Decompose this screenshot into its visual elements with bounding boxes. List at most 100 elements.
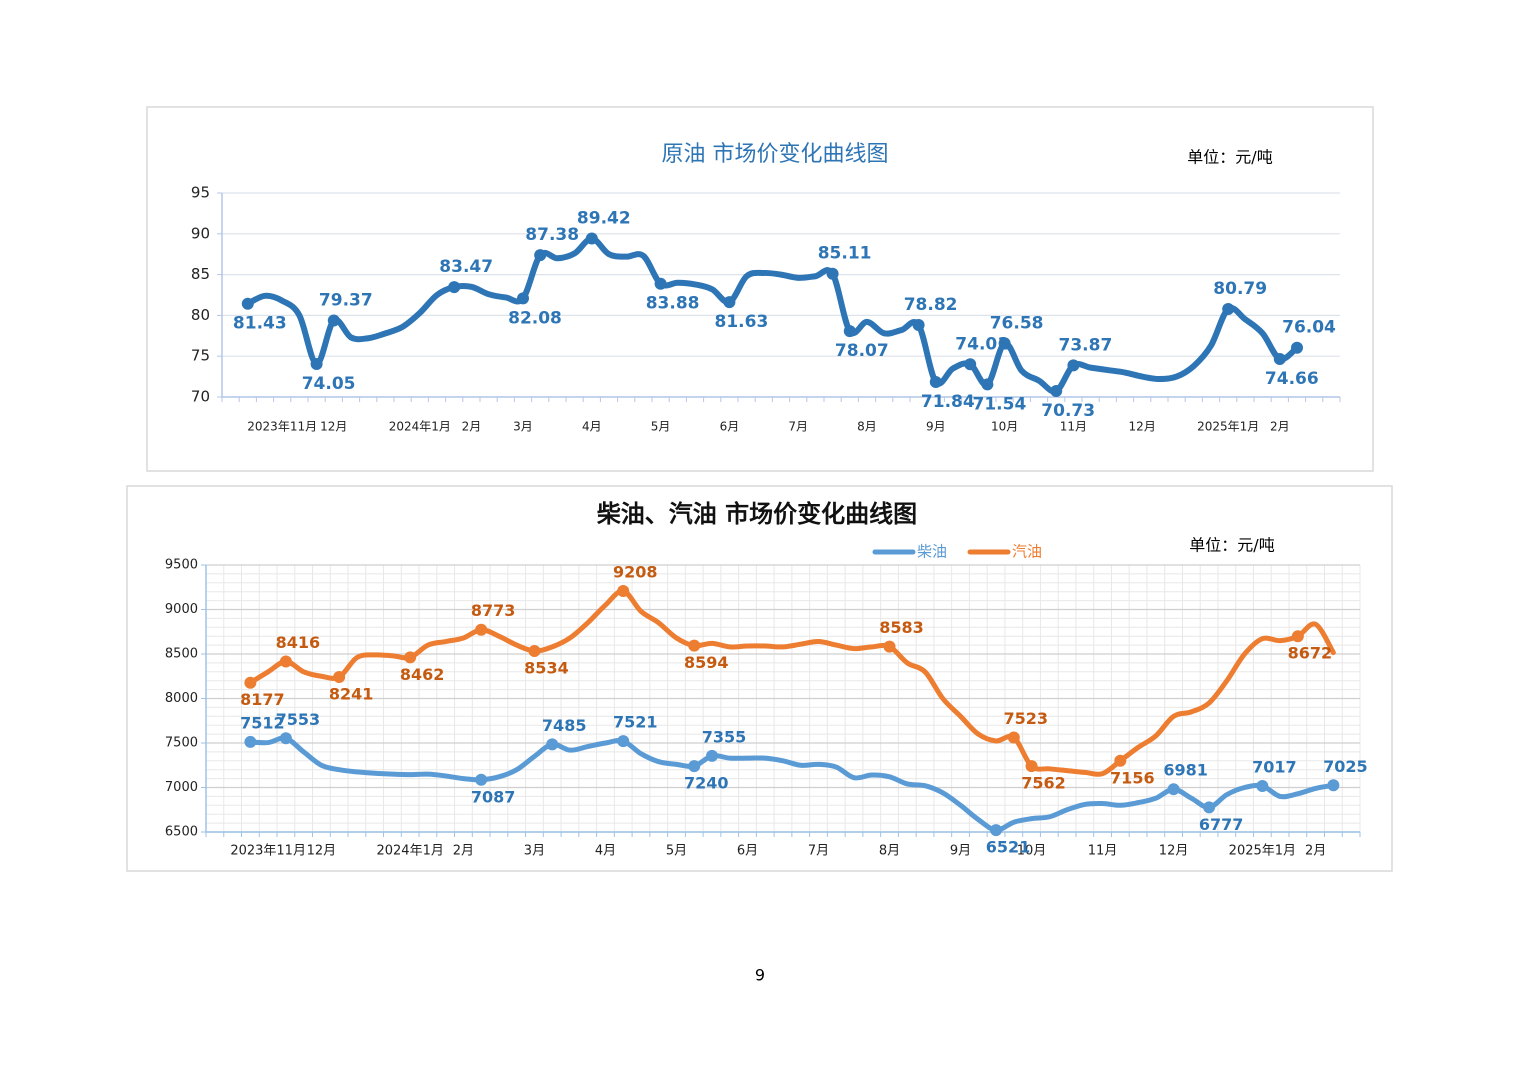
data-point bbox=[1327, 779, 1340, 792]
data-point bbox=[1222, 302, 1235, 315]
x-tick-label: 2024年1月 bbox=[376, 844, 443, 859]
data-label: 7553 bbox=[276, 710, 321, 729]
data-point bbox=[912, 319, 925, 332]
x-tick-label: 5月 bbox=[666, 844, 687, 859]
data-label: 7355 bbox=[702, 727, 747, 746]
data-point bbox=[517, 292, 529, 305]
x-tick-label: 2023年11月 bbox=[230, 844, 306, 859]
data-label: 76.58 bbox=[990, 313, 1044, 333]
data-label: 74.05 bbox=[302, 374, 356, 394]
data-label: 7156 bbox=[1110, 768, 1155, 787]
data-point bbox=[654, 277, 667, 290]
data-label: 82.08 bbox=[508, 308, 562, 328]
data-label: 7485 bbox=[542, 716, 587, 735]
data-label: 74.01 bbox=[955, 334, 1009, 354]
data-point bbox=[998, 337, 1011, 350]
data-label: 7562 bbox=[1021, 774, 1066, 793]
data-point bbox=[1256, 779, 1269, 792]
data-label: 8241 bbox=[329, 685, 374, 704]
data-point bbox=[1291, 341, 1303, 354]
legend-label: 汽油 bbox=[1012, 543, 1042, 561]
data-point bbox=[929, 375, 942, 388]
y-tick-label: 6500 bbox=[165, 825, 198, 840]
y-tick-label: 70 bbox=[191, 388, 210, 406]
data-point bbox=[279, 655, 292, 668]
data-point bbox=[1067, 359, 1080, 372]
x-tick-label: 12月 bbox=[1159, 844, 1189, 859]
data-label: 76.04 bbox=[1282, 318, 1336, 338]
y-tick-label: 85 bbox=[191, 265, 210, 283]
data-point bbox=[723, 296, 736, 309]
y-tick-label: 80 bbox=[191, 306, 210, 324]
data-label: 78.07 bbox=[835, 341, 889, 361]
data-point bbox=[448, 281, 461, 294]
data-point bbox=[990, 824, 1003, 837]
x-tick-label: 10月 bbox=[991, 420, 1018, 434]
y-tick-label: 7000 bbox=[165, 780, 198, 795]
data-line bbox=[247, 588, 1336, 777]
data-label: 79.37 bbox=[319, 291, 373, 311]
data-point bbox=[585, 232, 598, 245]
data-line bbox=[247, 735, 1336, 833]
data-label: 9208 bbox=[613, 562, 658, 581]
data-point bbox=[617, 735, 630, 748]
data-label: 89.42 bbox=[577, 209, 631, 229]
data-point bbox=[546, 738, 559, 751]
data-point bbox=[1273, 352, 1286, 365]
data-label: 6521 bbox=[986, 838, 1031, 857]
y-tick-label: 8500 bbox=[165, 647, 198, 662]
data-label: 7025 bbox=[1323, 757, 1368, 776]
data-point bbox=[310, 357, 323, 370]
data-line bbox=[244, 235, 1300, 395]
x-tick-label: 5月 bbox=[651, 420, 671, 434]
data-label: 80.79 bbox=[1213, 279, 1267, 299]
data-point bbox=[528, 644, 541, 657]
x-tick-label: 2023年11月 bbox=[247, 420, 317, 434]
data-label: 73.87 bbox=[1059, 335, 1113, 355]
x-tick-label: 4月 bbox=[582, 420, 602, 434]
x-tick-label: 2025年1月 bbox=[1229, 844, 1296, 859]
data-label: 81.43 bbox=[233, 314, 287, 334]
data-point bbox=[279, 732, 292, 745]
y-tick-label: 8000 bbox=[165, 691, 198, 706]
unit-label: 单位：元/吨 bbox=[1187, 148, 1272, 167]
data-point bbox=[688, 760, 701, 773]
data-label: 8672 bbox=[1288, 644, 1333, 663]
chart-title: 柴油、汽油 市场价变化曲线图 bbox=[596, 500, 917, 528]
y-tick-label: 7500 bbox=[165, 736, 198, 751]
x-tick-label: 12月 bbox=[320, 420, 347, 434]
data-label: 6981 bbox=[1163, 761, 1208, 780]
data-label: 8416 bbox=[276, 633, 321, 652]
data-label: 87.38 bbox=[525, 225, 579, 245]
x-tick-label: 10月 bbox=[1017, 844, 1047, 859]
data-point bbox=[327, 314, 340, 327]
x-tick-label: 8月 bbox=[857, 420, 877, 434]
data-label: 7512 bbox=[240, 713, 285, 732]
x-tick-label: 2月 bbox=[1305, 844, 1326, 859]
data-label: 7521 bbox=[613, 713, 658, 732]
data-point bbox=[1203, 801, 1216, 814]
data-point bbox=[981, 378, 994, 391]
data-label: 7087 bbox=[471, 787, 516, 806]
x-tick-label: 6月 bbox=[737, 844, 758, 859]
data-point bbox=[883, 640, 896, 653]
data-point bbox=[1007, 731, 1020, 744]
x-tick-label: 2月 bbox=[462, 420, 482, 434]
x-tick-label: 9月 bbox=[950, 844, 971, 859]
data-label: 83.88 bbox=[646, 294, 700, 314]
data-point bbox=[1167, 783, 1180, 796]
y-tick-label: 90 bbox=[191, 224, 210, 242]
y-tick-label: 75 bbox=[191, 347, 210, 365]
x-tick-label: 12月 bbox=[307, 844, 337, 859]
data-label: 7240 bbox=[684, 774, 729, 793]
page-number: 9 bbox=[755, 966, 765, 985]
data-point bbox=[244, 735, 257, 748]
legend-label: 柴油 bbox=[917, 543, 947, 561]
y-tick-label: 9500 bbox=[165, 558, 198, 573]
data-point bbox=[333, 671, 346, 684]
data-point bbox=[244, 676, 257, 689]
data-label: 6777 bbox=[1199, 815, 1244, 834]
data-label: 8534 bbox=[524, 658, 569, 677]
